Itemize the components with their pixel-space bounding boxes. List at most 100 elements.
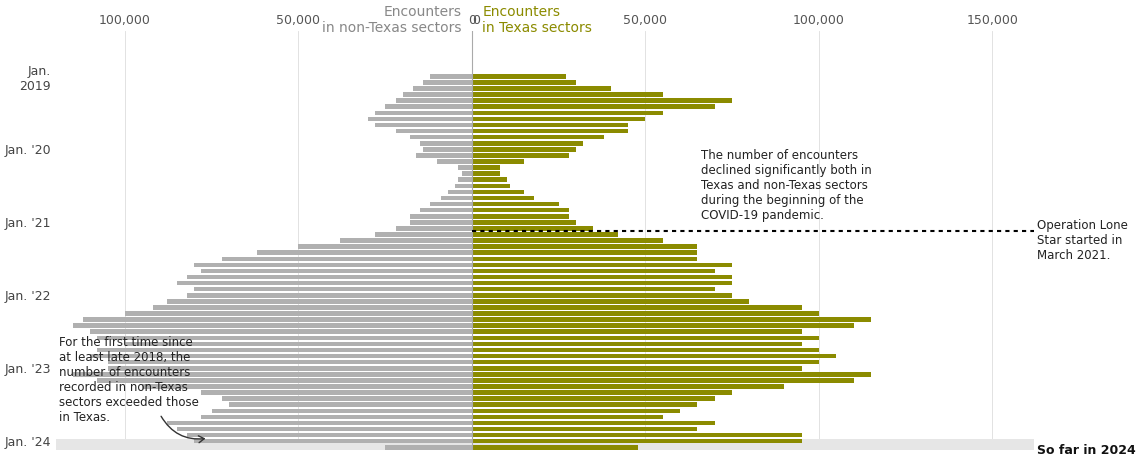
Bar: [90, 354, 472, 358]
Bar: [340, 238, 472, 243]
Bar: [472, 92, 662, 97]
Bar: [195, 287, 472, 291]
Bar: [125, 311, 472, 316]
Bar: [472, 390, 732, 395]
Bar: [472, 74, 565, 79]
Bar: [56, 439, 1034, 453]
Bar: [472, 421, 715, 425]
Bar: [375, 123, 472, 127]
Bar: [472, 287, 715, 291]
Bar: [472, 208, 569, 213]
Bar: [472, 439, 801, 443]
Bar: [472, 238, 662, 243]
Bar: [416, 153, 472, 158]
Bar: [472, 220, 576, 225]
Bar: [396, 129, 472, 133]
Bar: [438, 159, 472, 164]
Bar: [396, 226, 472, 230]
Bar: [472, 378, 854, 383]
Bar: [472, 141, 583, 146]
Bar: [472, 189, 524, 194]
Bar: [409, 214, 472, 219]
Bar: [97, 348, 472, 352]
Text: For the first time since
at least late 2018, the
number of encounters
recorded i: For the first time since at least late 2…: [59, 337, 200, 425]
Bar: [472, 171, 499, 176]
Bar: [402, 92, 472, 97]
Bar: [375, 111, 472, 115]
Bar: [472, 330, 801, 334]
Bar: [455, 183, 472, 188]
Bar: [472, 80, 576, 85]
Bar: [472, 123, 628, 127]
Bar: [472, 414, 662, 419]
Bar: [472, 324, 854, 328]
Bar: [472, 98, 732, 103]
Bar: [472, 433, 801, 437]
Bar: [472, 86, 611, 91]
Bar: [202, 414, 472, 419]
Text: The number of encounters
declined significantly both in
Texas and non-Texas sect: The number of encounters declined signif…: [701, 149, 872, 222]
Bar: [472, 159, 524, 164]
Bar: [187, 433, 472, 437]
Bar: [472, 256, 698, 261]
Bar: [212, 408, 472, 413]
Bar: [472, 275, 732, 279]
Bar: [472, 196, 535, 200]
Bar: [177, 281, 472, 285]
Bar: [153, 305, 472, 310]
Bar: [166, 299, 472, 304]
Bar: [142, 384, 472, 389]
Bar: [472, 135, 604, 140]
Bar: [472, 402, 698, 407]
Text: Encounters
in non-Texas sectors: Encounters in non-Texas sectors: [321, 5, 462, 35]
Bar: [409, 135, 472, 140]
Bar: [441, 196, 472, 200]
Bar: [423, 147, 472, 152]
Bar: [107, 360, 472, 365]
Bar: [458, 165, 472, 170]
Bar: [472, 202, 559, 207]
Bar: [195, 263, 472, 267]
Bar: [472, 183, 510, 188]
Bar: [472, 427, 698, 431]
Bar: [73, 372, 472, 377]
Bar: [472, 269, 715, 273]
Text: Encounters
in Texas sectors: Encounters in Texas sectors: [482, 5, 593, 35]
Bar: [472, 177, 506, 182]
Bar: [472, 129, 628, 133]
Bar: [472, 226, 593, 230]
Bar: [368, 117, 472, 121]
Bar: [472, 348, 819, 352]
Bar: [187, 293, 472, 297]
Bar: [420, 141, 472, 146]
Bar: [472, 336, 819, 340]
Bar: [458, 177, 472, 182]
Bar: [472, 153, 569, 158]
Bar: [202, 390, 472, 395]
Bar: [472, 366, 801, 371]
Bar: [472, 147, 576, 152]
Bar: [256, 250, 472, 255]
Bar: [472, 445, 638, 449]
Text: So far in 2024: So far in 2024: [1037, 444, 1137, 457]
Text: Operation Lone
Star started in
March 2021.: Operation Lone Star started in March 202…: [1037, 219, 1129, 262]
Bar: [375, 232, 472, 237]
Bar: [73, 324, 472, 328]
Bar: [462, 171, 472, 176]
Bar: [396, 98, 472, 103]
Text: 0: 0: [472, 13, 480, 27]
Bar: [430, 202, 472, 207]
Bar: [83, 317, 472, 322]
Bar: [195, 439, 472, 443]
Bar: [299, 244, 472, 249]
Bar: [472, 360, 819, 365]
Bar: [202, 269, 472, 273]
Bar: [472, 214, 569, 219]
Bar: [472, 250, 698, 255]
Bar: [107, 366, 472, 371]
Bar: [472, 342, 801, 346]
Bar: [187, 275, 472, 279]
Bar: [472, 305, 801, 310]
Bar: [472, 396, 715, 401]
Bar: [97, 336, 472, 340]
